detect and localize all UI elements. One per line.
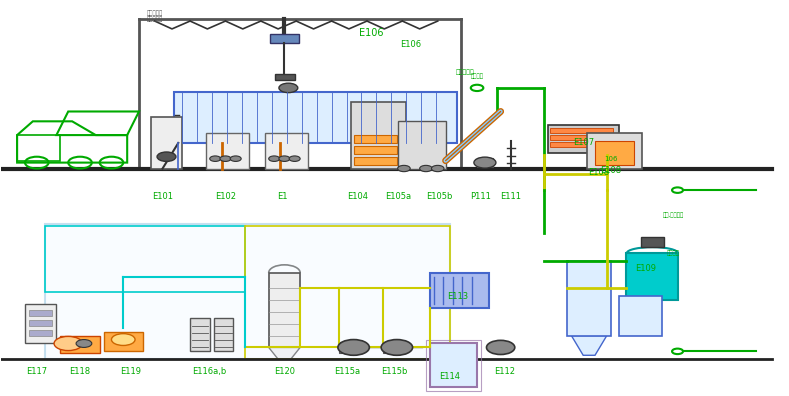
Text: E106: E106 bbox=[359, 28, 383, 38]
Text: E105a: E105a bbox=[385, 192, 412, 200]
Bar bbox=[398, 121, 446, 169]
Circle shape bbox=[289, 156, 300, 162]
Circle shape bbox=[157, 152, 176, 162]
Bar bbox=[353, 135, 397, 143]
Circle shape bbox=[672, 348, 683, 354]
Circle shape bbox=[279, 156, 290, 162]
Text: E111: E111 bbox=[500, 192, 522, 200]
Bar bbox=[430, 343, 477, 387]
Bar bbox=[426, 339, 481, 391]
Text: E113: E113 bbox=[447, 292, 468, 301]
Text: 原料称重口: 原料称重口 bbox=[147, 16, 163, 22]
Circle shape bbox=[76, 339, 92, 347]
Bar bbox=[353, 147, 397, 154]
Bar bbox=[60, 336, 99, 353]
Text: E120: E120 bbox=[274, 367, 295, 375]
Text: E115a: E115a bbox=[335, 367, 361, 375]
Text: E101: E101 bbox=[152, 192, 173, 200]
Circle shape bbox=[420, 166, 432, 171]
Circle shape bbox=[672, 187, 683, 193]
Bar bbox=[17, 135, 60, 161]
Text: E109: E109 bbox=[636, 264, 656, 273]
Bar bbox=[548, 125, 619, 153]
Circle shape bbox=[210, 156, 221, 162]
Bar bbox=[626, 253, 678, 300]
Bar bbox=[430, 273, 489, 308]
Text: 给排水系统: 给排水系统 bbox=[456, 69, 475, 75]
Text: E116a,b: E116a,b bbox=[193, 367, 227, 375]
Text: E115b: E115b bbox=[381, 367, 408, 375]
Circle shape bbox=[398, 166, 410, 171]
Bar bbox=[351, 102, 406, 169]
Text: E107: E107 bbox=[573, 139, 594, 147]
Polygon shape bbox=[269, 347, 300, 359]
Bar bbox=[45, 226, 245, 292]
Circle shape bbox=[471, 85, 484, 91]
Bar bbox=[619, 296, 662, 336]
Bar bbox=[550, 142, 613, 147]
Bar bbox=[29, 310, 53, 316]
Polygon shape bbox=[571, 336, 607, 355]
Circle shape bbox=[487, 340, 514, 354]
Text: E114: E114 bbox=[439, 372, 460, 381]
Text: 原料称重口: 原料称重口 bbox=[147, 10, 163, 16]
Text: 106: 106 bbox=[604, 156, 618, 162]
Text: E104: E104 bbox=[347, 192, 368, 200]
Bar bbox=[265, 133, 308, 169]
Bar bbox=[275, 74, 294, 80]
Text: E118: E118 bbox=[69, 367, 91, 375]
Text: E119: E119 bbox=[121, 367, 141, 375]
Bar bbox=[339, 341, 351, 353]
Text: E108: E108 bbox=[600, 166, 621, 175]
Circle shape bbox=[230, 156, 241, 162]
Bar bbox=[641, 237, 664, 247]
Circle shape bbox=[381, 339, 413, 355]
Bar bbox=[245, 226, 450, 359]
Bar bbox=[269, 273, 300, 347]
Bar bbox=[214, 318, 234, 351]
Bar bbox=[190, 318, 210, 351]
Bar bbox=[587, 133, 642, 169]
Text: E106: E106 bbox=[400, 40, 421, 49]
Bar bbox=[151, 117, 182, 169]
Bar bbox=[567, 261, 611, 336]
Bar bbox=[206, 133, 249, 169]
Bar bbox=[477, 158, 493, 167]
Bar bbox=[353, 158, 397, 165]
Text: 给水系统: 给水系统 bbox=[470, 73, 484, 79]
Bar bbox=[103, 332, 143, 351]
Bar bbox=[271, 34, 298, 43]
Text: E108: E108 bbox=[589, 168, 609, 177]
Bar bbox=[29, 320, 53, 326]
Text: E1: E1 bbox=[278, 192, 288, 200]
Circle shape bbox=[54, 337, 82, 350]
Bar bbox=[25, 304, 57, 343]
Bar bbox=[383, 341, 394, 353]
Text: E102: E102 bbox=[215, 192, 236, 200]
Circle shape bbox=[474, 157, 496, 168]
Bar bbox=[550, 128, 613, 133]
Circle shape bbox=[279, 83, 297, 93]
Circle shape bbox=[432, 166, 444, 171]
Text: 成品,对外输出: 成品,对外输出 bbox=[663, 213, 684, 219]
Bar bbox=[493, 341, 505, 353]
Circle shape bbox=[269, 156, 280, 162]
Bar bbox=[45, 224, 450, 359]
Bar bbox=[174, 92, 458, 143]
Text: E105b: E105b bbox=[426, 192, 453, 200]
Text: P111: P111 bbox=[470, 192, 492, 200]
Bar bbox=[29, 330, 53, 336]
Text: E117: E117 bbox=[26, 367, 47, 375]
Bar bbox=[550, 135, 613, 140]
Circle shape bbox=[111, 334, 135, 345]
Bar bbox=[595, 141, 634, 165]
Text: E112: E112 bbox=[494, 367, 515, 375]
Circle shape bbox=[338, 339, 369, 355]
Text: 液体输出: 液体输出 bbox=[667, 250, 680, 256]
Circle shape bbox=[220, 156, 231, 162]
